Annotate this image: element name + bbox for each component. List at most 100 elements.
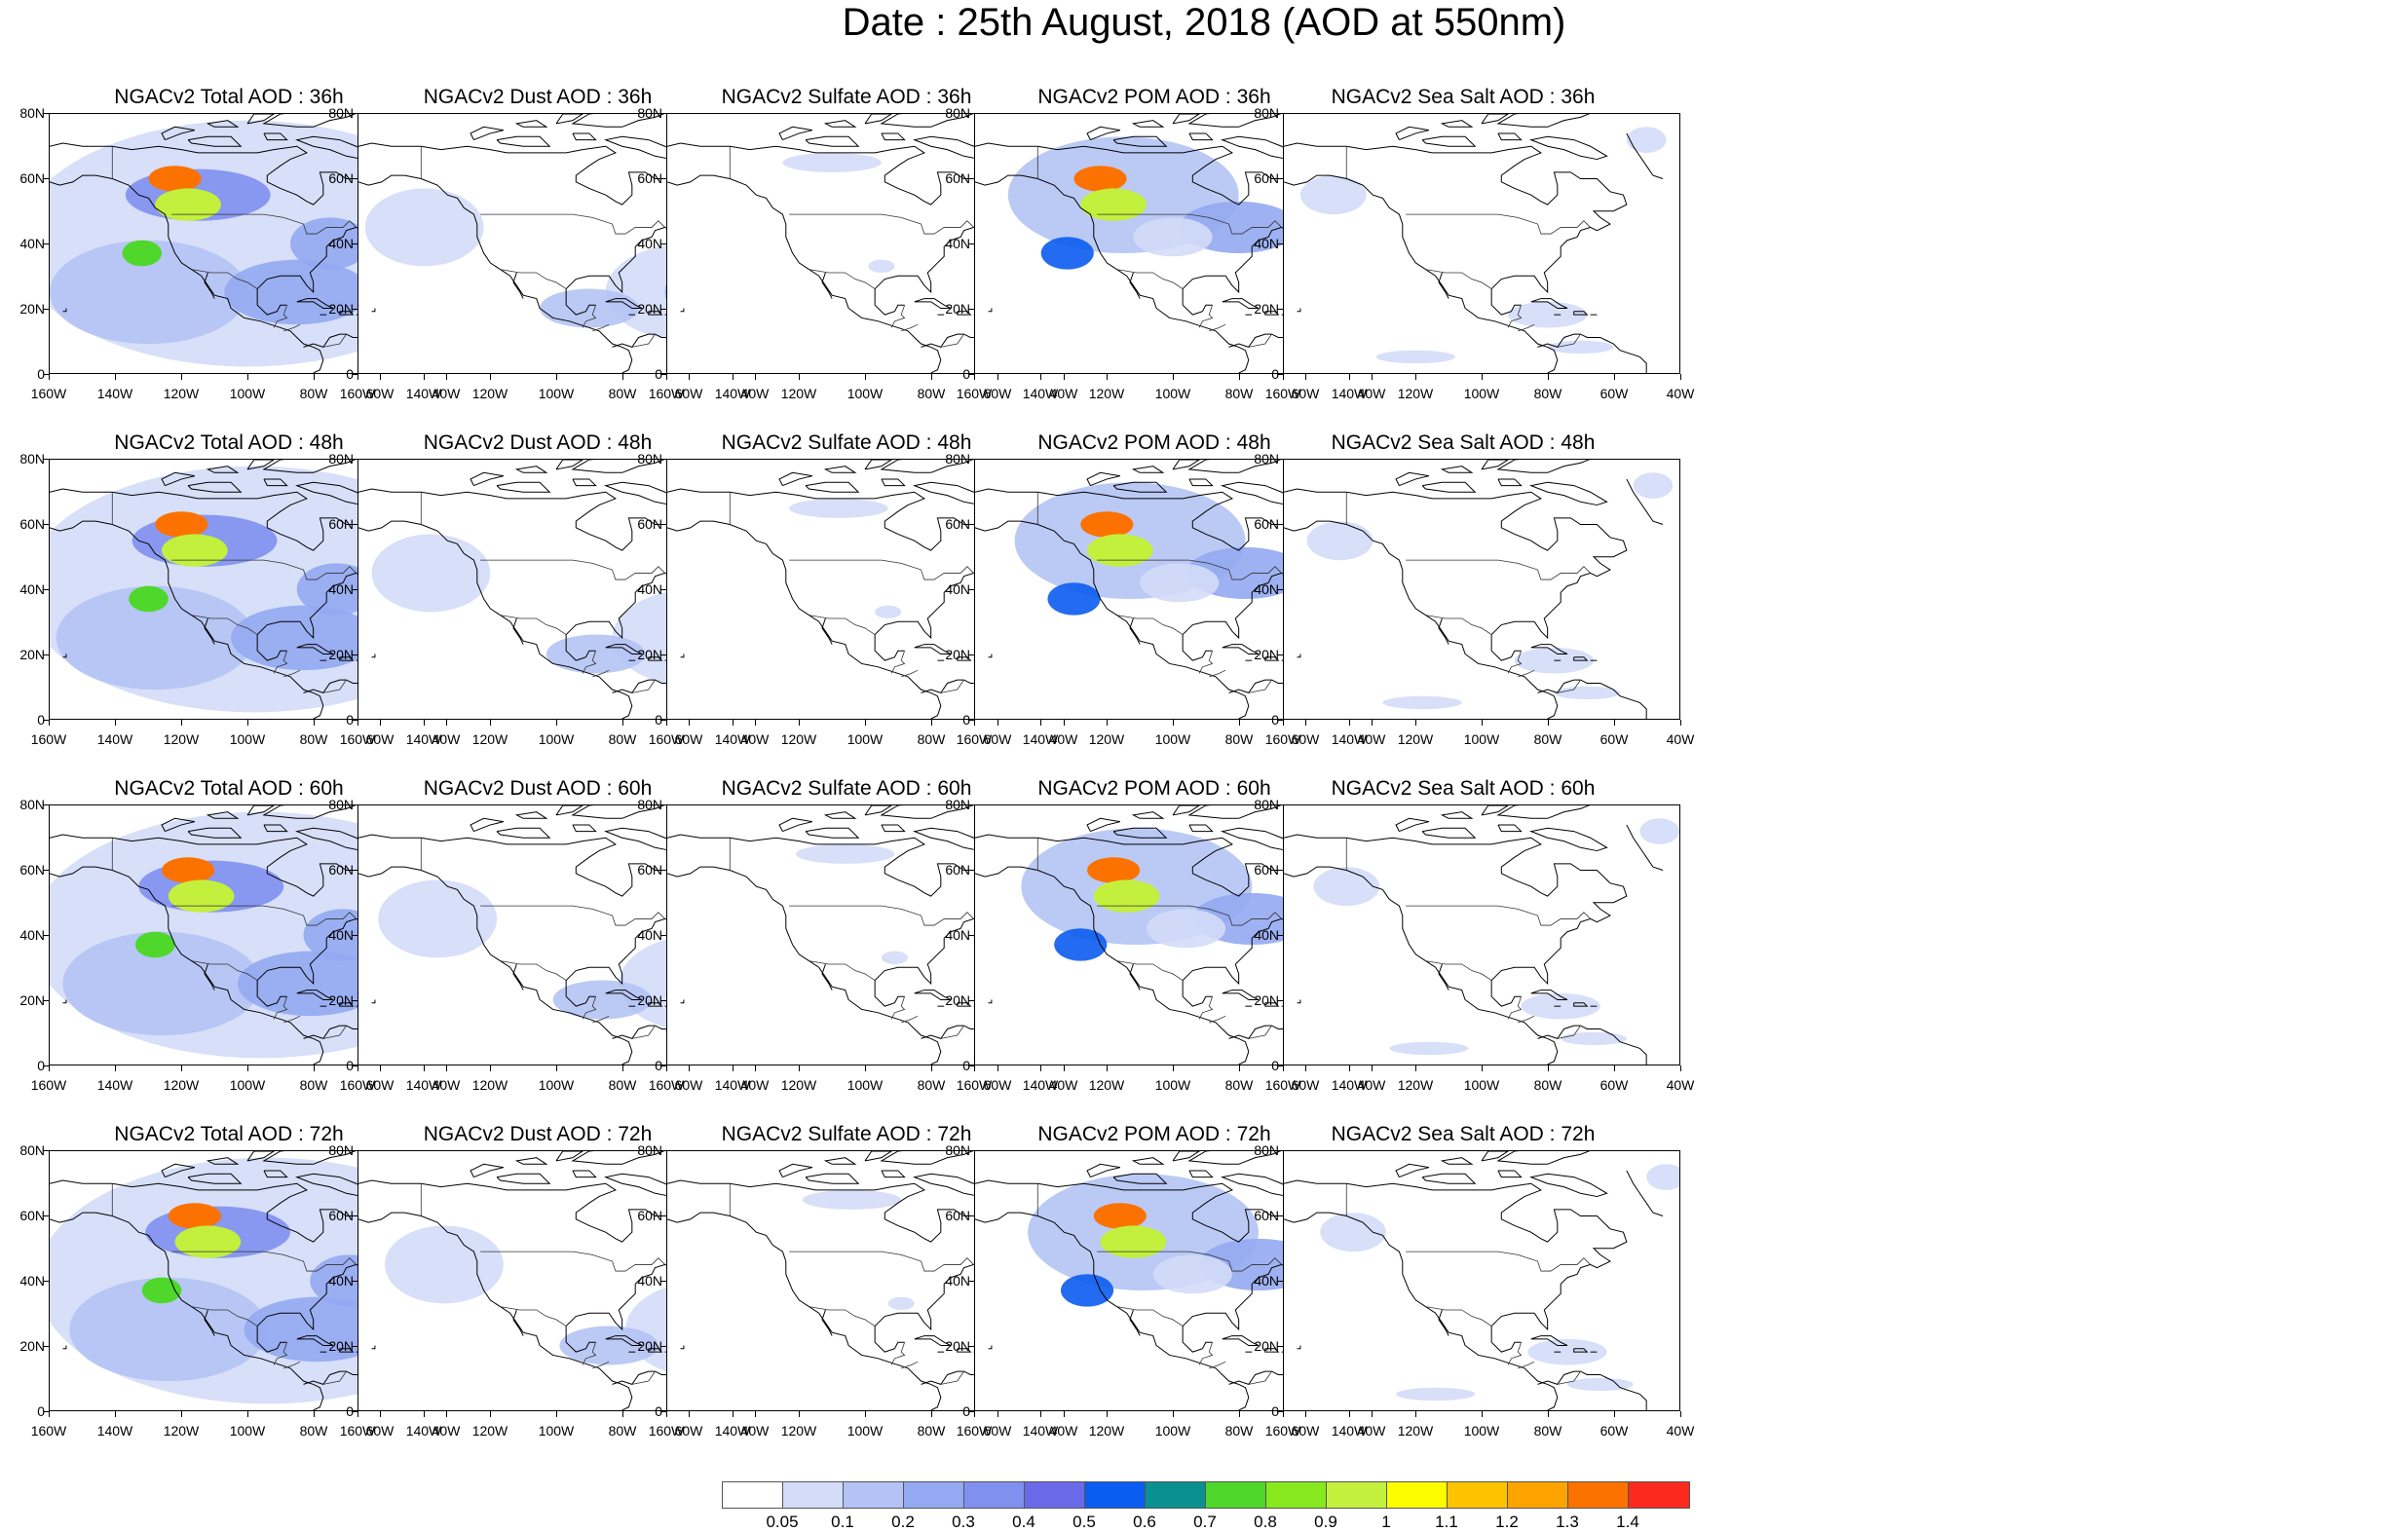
latitude-tick <box>1277 804 1283 805</box>
aod-plume <box>1547 340 1614 355</box>
coastline <box>1112 135 1168 147</box>
longitude-label: 40W <box>1666 731 1695 747</box>
colorbar-swatch <box>844 1482 904 1508</box>
colorbar-swatch <box>1085 1482 1146 1508</box>
coastline <box>514 1157 548 1165</box>
longitude-tick <box>1173 1411 1174 1417</box>
longitude-tick <box>997 1065 998 1071</box>
coastline <box>246 805 275 816</box>
longitude-label: 80W <box>1224 386 1254 401</box>
coastline <box>50 1212 324 1410</box>
aod-plume <box>802 1189 902 1210</box>
latitude-tick <box>1277 589 1283 590</box>
latitude-label: 0 <box>346 1403 354 1419</box>
coastline <box>957 311 972 316</box>
country-border <box>901 1015 919 1024</box>
coastline <box>206 1157 240 1165</box>
country-border <box>1406 213 1591 235</box>
longitude-tick <box>314 1411 315 1417</box>
longitude-tick <box>1040 1065 1041 1071</box>
coastline <box>1497 478 1523 487</box>
coastline <box>571 1151 665 1165</box>
longitude-label: 100W <box>229 731 266 747</box>
latitude-tick <box>43 1215 49 1216</box>
country-border <box>500 1306 567 1326</box>
latitude-label: 0 <box>37 1058 45 1073</box>
longitude-tick <box>314 374 315 380</box>
coastline <box>957 1002 972 1007</box>
coastline <box>1188 824 1214 833</box>
coastline <box>805 481 860 493</box>
panel-title: NGACv2 Sea Salt AOD : 60h <box>1331 777 1596 800</box>
country-border <box>1518 323 1535 332</box>
aod-plume <box>1633 472 1674 499</box>
coastline <box>1626 1170 1664 1216</box>
country-border <box>901 1361 919 1369</box>
coastline <box>161 126 195 141</box>
longitude-tick <box>1239 374 1240 380</box>
longitude-tick <box>755 1065 756 1071</box>
colorbar-label: 0.6 <box>1133 1513 1156 1531</box>
coastline <box>605 1335 643 1346</box>
longitude-tick <box>1482 374 1483 380</box>
coastline <box>1497 824 1523 833</box>
panel-title: NGACv2 Dust AOD : 72h <box>423 1123 653 1145</box>
panel-title: NGACv2 Dust AOD : 60h <box>423 777 653 800</box>
coastline <box>496 1173 551 1184</box>
panel-title: NGACv2 Dust AOD : 48h <box>423 431 653 454</box>
colorbar-swatch <box>1387 1482 1448 1508</box>
coastline <box>496 481 551 493</box>
latitude-label: 0 <box>1271 1058 1279 1073</box>
longitude-label: 160W <box>1264 731 1301 747</box>
longitude-tick <box>446 1411 447 1417</box>
longitude-tick <box>1173 1065 1174 1071</box>
coastline <box>161 817 195 833</box>
country-border <box>322 333 347 348</box>
coastline <box>204 963 215 990</box>
longitude-label: 120W <box>471 731 508 747</box>
longitude-tick <box>799 720 800 726</box>
coastline <box>1530 990 1568 1000</box>
longitude-label: 140W <box>1022 731 1059 747</box>
longitude-label: 140W <box>714 1077 751 1093</box>
longitude-tick <box>799 1065 800 1071</box>
country-border <box>191 269 258 289</box>
longitude-tick <box>424 374 425 380</box>
longitude-tick <box>997 720 998 726</box>
coastline <box>1496 1151 1591 1165</box>
longitude-tick <box>1283 374 1284 380</box>
country-border <box>809 615 876 635</box>
longitude-tick <box>556 1065 557 1071</box>
latitude-tick <box>660 309 666 310</box>
latitude-tick <box>660 654 666 655</box>
aod-plume <box>1396 1387 1476 1401</box>
coastline <box>1626 132 1664 179</box>
coastline <box>1496 114 1591 128</box>
latitude-tick <box>1277 178 1283 179</box>
country-border <box>1097 213 1282 235</box>
longitude-label: 140W <box>96 1423 133 1439</box>
country-border <box>1209 1361 1226 1369</box>
latitude-label: 80N <box>19 451 45 467</box>
coastline <box>1573 1002 1589 1007</box>
coastline <box>1481 460 1509 470</box>
coastline <box>571 460 665 473</box>
longitude-label: 120W <box>780 386 817 401</box>
coastline <box>187 135 243 147</box>
country-border <box>1518 1015 1535 1024</box>
coastline <box>62 654 67 658</box>
latitude-label: 20N <box>1254 992 1279 1008</box>
longitude-tick <box>622 374 623 380</box>
longitude-tick <box>755 1411 756 1417</box>
latitude-tick <box>1277 1065 1283 1066</box>
longitude-label: 120W <box>471 1077 508 1093</box>
coastline <box>914 298 952 309</box>
longitude-tick <box>931 1065 932 1071</box>
coastline <box>1626 478 1664 525</box>
longitude-label: 160W <box>1264 1423 1301 1439</box>
colorbar-label: 0.1 <box>831 1513 854 1531</box>
aod-plume <box>1375 350 1455 364</box>
country-border <box>940 679 964 693</box>
latitude-tick <box>43 1000 49 1001</box>
latitude-tick <box>43 309 49 310</box>
